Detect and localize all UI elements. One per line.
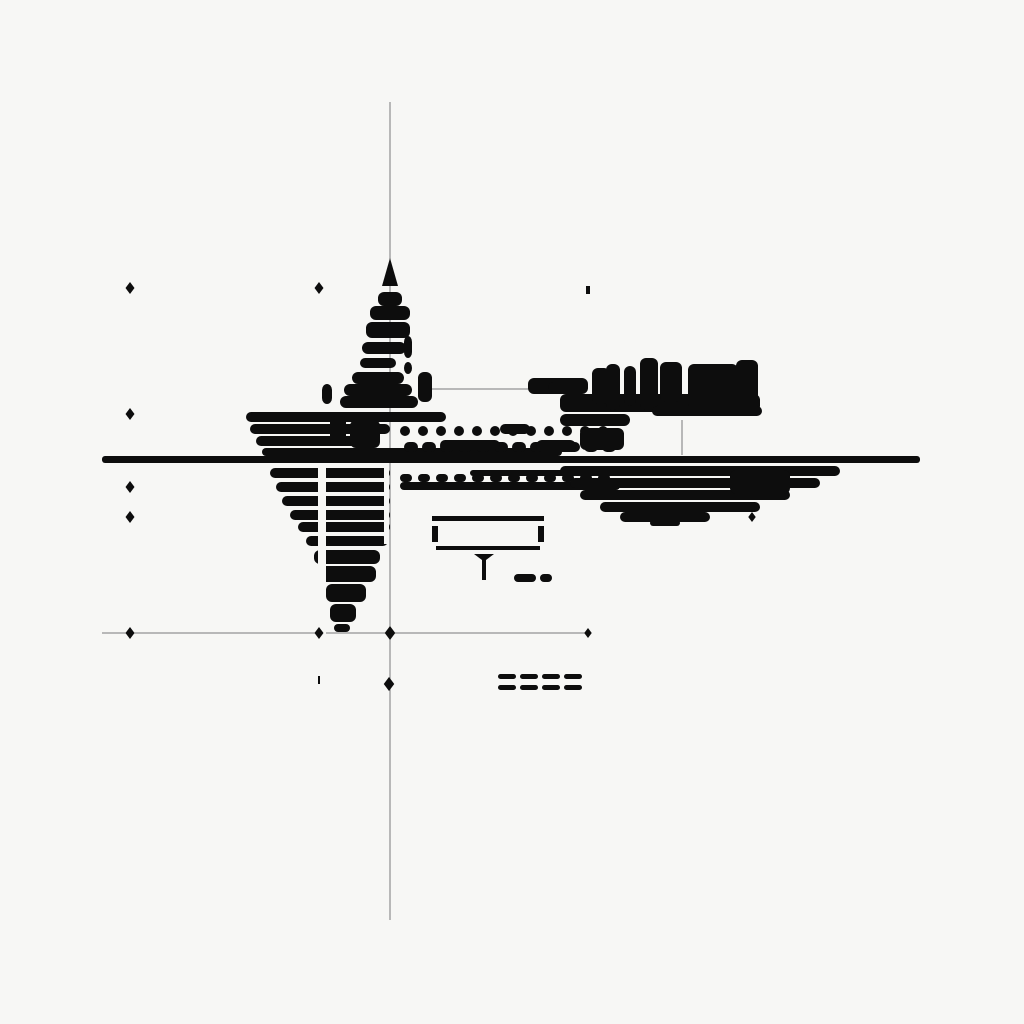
mid-dot-lower (436, 474, 448, 482)
mid-dot (422, 442, 436, 452)
mid-dot (454, 426, 464, 436)
bottom-dash (520, 685, 538, 690)
diamond-markers (125, 282, 756, 691)
diamond-marker (125, 408, 135, 420)
mid-bar (580, 428, 624, 450)
mid-dot (472, 426, 482, 436)
triangle-gap-line (384, 464, 389, 544)
mid-bar (500, 424, 530, 434)
mid-dot (400, 426, 410, 436)
mid-dot (562, 426, 572, 436)
triangle-bar (298, 522, 390, 532)
triangle-bar (320, 566, 376, 582)
right-lower-bar (620, 512, 710, 522)
bottom-dash (498, 674, 516, 679)
right-lower-bar (600, 502, 760, 512)
right-upper-blob (606, 364, 620, 410)
triangle-bar (330, 604, 356, 622)
diamond-marker (314, 282, 324, 294)
right-upper-blob (624, 366, 636, 406)
diamond-marker (314, 627, 324, 639)
spire-bar (370, 306, 410, 320)
bottom-dash (564, 674, 582, 679)
small-dash (540, 574, 552, 582)
diamond-marker (125, 511, 135, 523)
right-lower-bar (560, 466, 840, 476)
triangle-bar (276, 482, 390, 492)
spire-bar (362, 342, 406, 354)
right-lower-bar (730, 470, 790, 494)
spire-bar (378, 292, 402, 306)
spire-blob (404, 336, 412, 358)
right-upper-blob (688, 364, 738, 410)
mid-dot (490, 426, 500, 436)
spire-blob (404, 362, 412, 374)
mid-dot-lower (400, 474, 412, 482)
diamond-marker (748, 512, 756, 522)
main-horizontal-stroke (102, 456, 920, 463)
bracket-bottom (436, 546, 540, 550)
small-tick (586, 286, 590, 294)
triangle-bar (306, 536, 388, 546)
left-upper-bar (350, 420, 380, 448)
diamond-marker (384, 626, 396, 640)
mid-bar (536, 440, 576, 452)
triangle-bar (326, 584, 366, 602)
triangle-bar (270, 468, 390, 478)
spire-bar (352, 372, 404, 384)
triangle-gap-line (318, 464, 326, 634)
right-upper-blob (660, 362, 682, 402)
right-upper-blob (548, 382, 588, 392)
bottom-dash (542, 685, 560, 690)
mid-bar (440, 440, 500, 450)
bracket-top (432, 516, 544, 521)
spire-blob (322, 384, 332, 404)
right-upper-blob (560, 414, 630, 426)
diamond-marker (383, 677, 395, 691)
diamond-marker (125, 481, 135, 493)
left-upper-bar (246, 412, 446, 422)
bottom-dash (564, 685, 582, 690)
mid-dot (544, 426, 554, 436)
mid-dot (418, 426, 428, 436)
spire-bar (344, 384, 412, 396)
left-upper-bar (330, 416, 346, 446)
mid-dot-lower (418, 474, 430, 482)
spire-tip (382, 258, 398, 286)
mid-bar (400, 482, 620, 490)
small-dash (514, 574, 536, 582)
diamond-marker (584, 628, 592, 638)
bracket-left (432, 526, 438, 542)
spire-bar (366, 322, 410, 338)
triangle-bar (334, 624, 350, 632)
spire-bar (340, 396, 418, 408)
bottom-dash (542, 674, 560, 679)
stem-t-shape (474, 554, 494, 580)
triangle-bar (282, 496, 390, 506)
mid-dot-lower (454, 474, 466, 482)
ink-shapes (102, 258, 920, 690)
right-lower-bar (650, 520, 680, 526)
right-upper-blob (640, 358, 658, 410)
bottom-dash (498, 685, 516, 690)
triangle-bar (314, 550, 380, 564)
right-upper-blob (652, 406, 762, 416)
bottom-dash (520, 674, 538, 679)
mid-dot (436, 426, 446, 436)
spire-blob (418, 372, 432, 402)
diamond-marker (125, 282, 135, 294)
mid-dot (512, 442, 526, 452)
diamond-marker (125, 627, 135, 639)
right-upper-blob (736, 360, 758, 416)
guide-lines (102, 102, 683, 920)
triangle-bar (290, 510, 390, 520)
mid-dot (404, 442, 418, 452)
right-upper-blob (592, 368, 610, 404)
spire-bar (360, 358, 396, 368)
bracket-right (538, 526, 544, 542)
small-tick (318, 676, 320, 684)
